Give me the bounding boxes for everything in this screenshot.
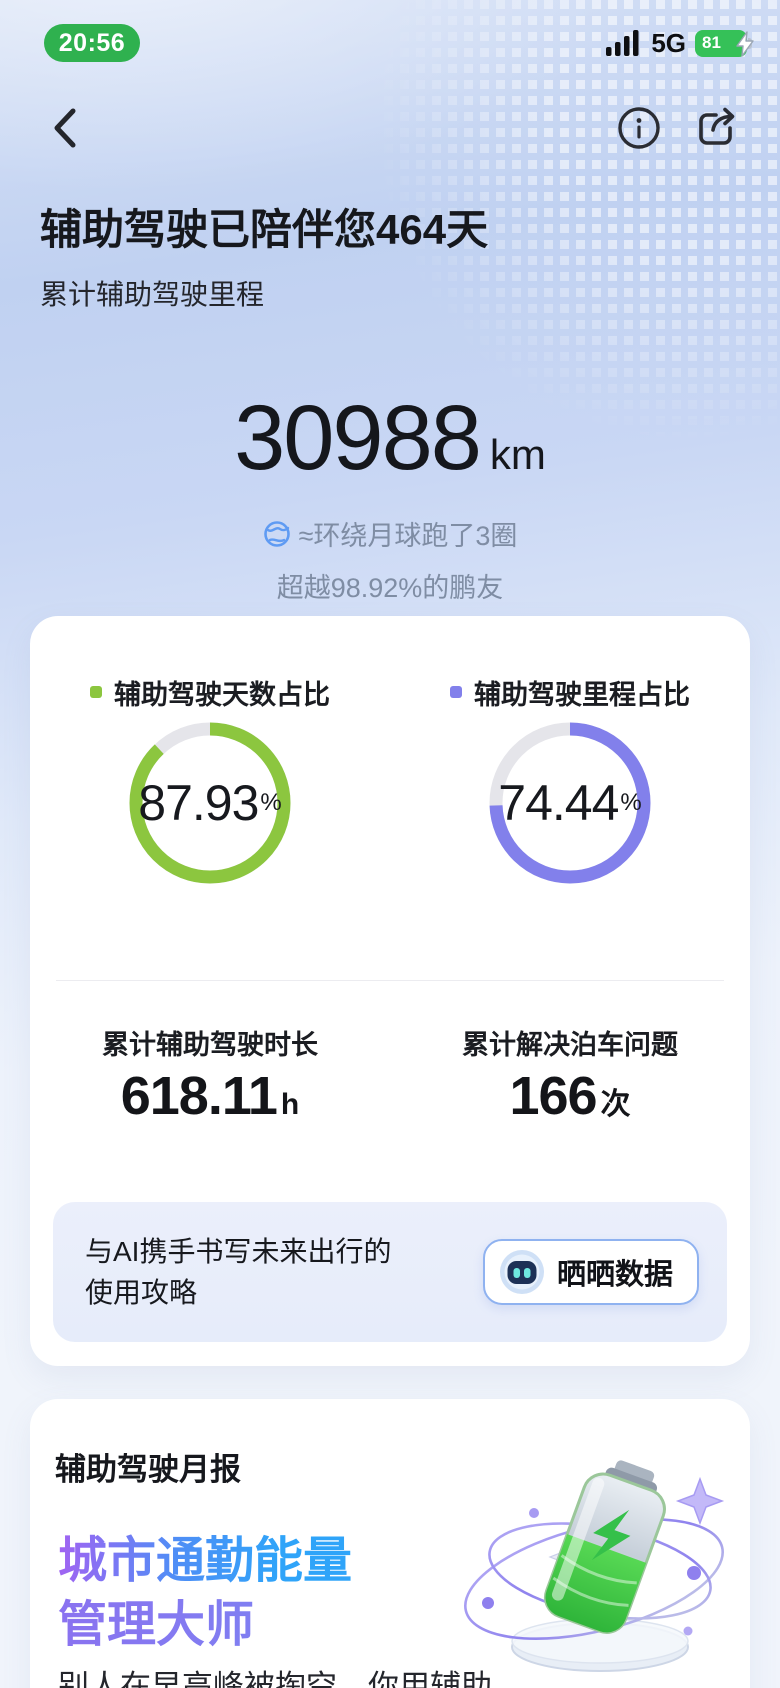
battery-indicator: 81 xyxy=(695,29,754,57)
stats-card: 辅助驾驶天数占比 87.93 % xyxy=(30,616,750,1366)
metric-parking: 累计解决泊车问题 166 次 xyxy=(390,1023,750,1127)
time-pill: 20:56 xyxy=(44,24,140,62)
hero-mileage: 30988 km ≈环绕月球跑了3圈 超越98.92%的鹏友 xyxy=(0,392,780,605)
report-headline: 城市通勤能量 管理大师 xyxy=(58,1529,352,1657)
page-subtitle: 累计辅助驾驶里程 xyxy=(40,279,265,310)
gauge-value: 74.44 xyxy=(498,775,619,831)
share-data-button[interactable]: 晒晒数据 xyxy=(482,1239,699,1305)
headline-line1: 城市通勤能量 xyxy=(58,1529,352,1593)
info-icon xyxy=(618,107,660,149)
hero-fact-text: ≈环绕月球跑了3圈 xyxy=(298,521,518,551)
nav-right xyxy=(616,104,740,152)
share-data-label: 晒晒数据 xyxy=(556,1259,673,1291)
metric-grid: 累计辅助驾驶时长 618.11 h 累计解决泊车问题 166 次 xyxy=(30,1023,750,1127)
gauge-days: 辅助驾驶天数占比 87.93 % xyxy=(30,676,390,886)
metric-unit: 次 xyxy=(600,1088,631,1121)
metric-value-row: 618.11 h xyxy=(121,1065,300,1127)
metric-value-row: 166 次 xyxy=(509,1065,630,1127)
metric-label: 累计解决泊车问题 xyxy=(462,1030,678,1060)
total-mileage-value: 30988 xyxy=(234,387,482,489)
legend-mileage: 辅助驾驶里程占比 xyxy=(450,676,690,710)
page-header: 辅助驾驶已陪伴您464天 累计辅助驾驶里程 xyxy=(40,205,740,313)
gauge-center: 74.44 % xyxy=(487,720,653,886)
globe-icon xyxy=(263,520,290,547)
metric-value: 618.11 xyxy=(120,1066,278,1126)
chevron-left-icon xyxy=(54,108,76,148)
hero-rank-text: 超越98.92%的鹏友 xyxy=(276,573,504,603)
hero-fact: ≈环绕月球跑了3圈 xyxy=(0,514,780,553)
divider xyxy=(56,980,724,981)
battery-illustration xyxy=(464,1460,725,1672)
report-title: 辅助驾驶月报 xyxy=(55,1452,241,1487)
network-label: 5G xyxy=(651,27,686,58)
metric-duration: 累计辅助驾驶时长 618.11 h xyxy=(30,1023,390,1127)
status-right: 5G 81 xyxy=(606,27,754,59)
metric-label: 累计辅助驾驶时长 xyxy=(102,1030,318,1060)
total-mileage-unit: km xyxy=(489,431,546,478)
headline-line2: 管理大师 xyxy=(58,1593,352,1657)
gauge-grid: 辅助驾驶天数占比 87.93 % xyxy=(30,676,750,886)
robot-icon xyxy=(499,1250,544,1294)
info-button[interactable] xyxy=(616,105,662,151)
legend-days: 辅助驾驶天数占比 xyxy=(90,676,330,710)
gauge-mileage: 辅助驾驶里程占比 74.44 % xyxy=(390,676,750,886)
back-button[interactable] xyxy=(48,104,82,152)
share-icon xyxy=(699,107,735,145)
ai-banner-text: 与AI携手书写未来出行的使用攻略 xyxy=(85,1236,392,1308)
donut-chart-days: 87.93 % xyxy=(127,720,293,886)
legend-label: 辅助驾驶天数占比 xyxy=(114,679,330,710)
report-body-text: 别人在早高峰被掏空，你用辅助 xyxy=(58,1669,492,1688)
share-button[interactable] xyxy=(692,104,740,152)
metric-value: 166 xyxy=(509,1066,597,1126)
page-title: 辅助驾驶已陪伴您464天 xyxy=(40,206,489,253)
gauge-unit: % xyxy=(260,789,282,816)
ai-banner: 与AI携手书写未来出行的使用攻略 晒晒数据 xyxy=(53,1202,727,1342)
gauge-value: 87.93 xyxy=(138,775,259,831)
metric-unit: h xyxy=(280,1088,300,1121)
donut-chart-mileage: 74.44 % xyxy=(487,720,653,886)
legend-label: 辅助驾驶里程占比 xyxy=(474,679,690,710)
legend-dot-green xyxy=(90,686,102,698)
hero-value-row: 30988 km xyxy=(0,392,780,484)
gauge-center: 87.93 % xyxy=(127,720,293,886)
report-card: 辅助驾驶月报 城市通勤能量 管理大师 别人在早高峰被掏空，你用辅助 xyxy=(30,1399,750,1688)
charging-bolt-icon xyxy=(736,30,754,57)
status-bar: 20:56 5G 81 xyxy=(44,24,754,62)
gauge-unit: % xyxy=(620,789,642,816)
nav-bar xyxy=(48,100,740,156)
legend-dot-purple xyxy=(450,686,462,698)
content: 辅助驾驶天数占比 87.93 % xyxy=(30,616,750,1688)
cellular-signal-icon xyxy=(606,30,639,56)
